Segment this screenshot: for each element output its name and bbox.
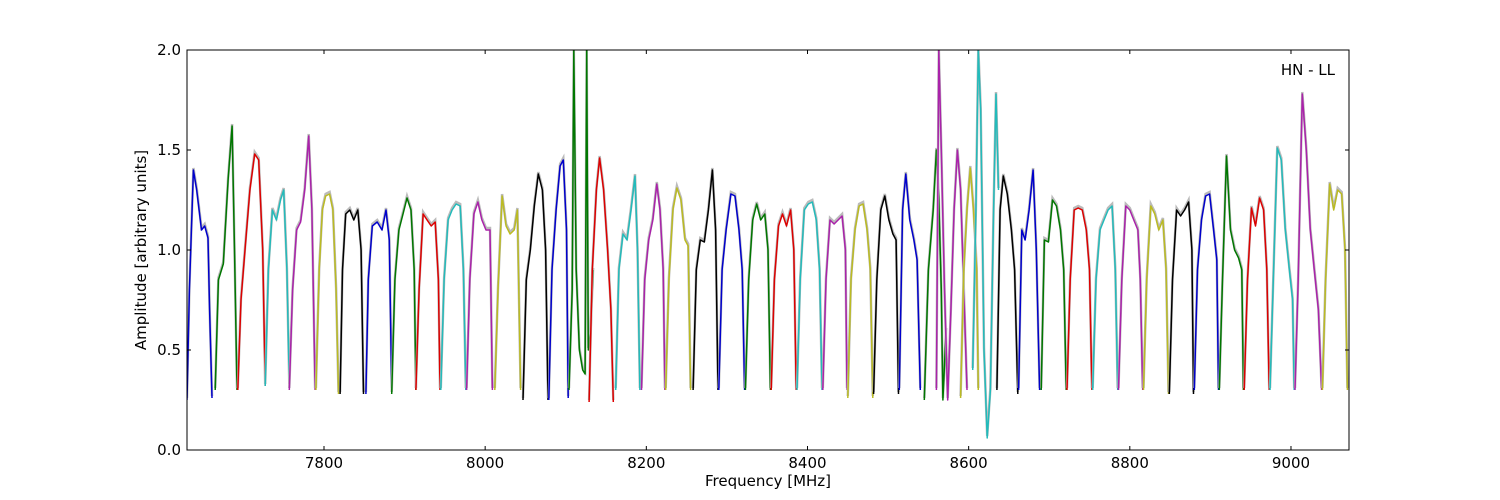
series-line-21 [718,193,746,391]
series-line-44 [1269,147,1295,391]
series-line-33 [996,175,1019,395]
x-tick-label-5: 8800 [1111,454,1149,472]
series-line-42 [1218,155,1245,391]
y-tick-label-1: 0.5 [157,341,181,359]
x-axis: 7800 8000 8200 8400 8600 8800 9000 [305,50,1310,472]
series-line-35 [1040,199,1067,391]
series-line-6 [339,209,365,395]
series-line-16 [588,157,615,403]
x-tick-label-0: 7800 [305,454,343,472]
y-tick-label-0: 0.0 [157,441,181,459]
series-line-15 [568,50,594,391]
y-tick-label-2: 1.0 [157,241,181,259]
series-line-2 [237,153,266,391]
series-line-32 [971,50,1000,439]
series-line-40 [1168,201,1195,395]
series-line-17 [614,175,641,391]
y-tick-label-4: 2.0 [157,41,181,59]
series-line-7 [365,209,393,395]
y-axis: 0.0 0.5 1.0 1.5 2.0 [157,41,1349,459]
series-layer [187,50,1349,439]
x-tick-label-4: 8600 [950,454,988,472]
series-line-9 [415,213,441,391]
series-line-13 [522,173,549,401]
series-line-41 [1193,193,1220,391]
channel-annotation: HN - LL [1281,61,1336,79]
series-line-18 [640,183,666,391]
series-line-22 [744,203,772,391]
x-tick-label-2: 8200 [627,454,665,472]
y-tick-label-3: 1.5 [157,141,181,159]
series-line-30 [935,50,968,401]
series-line-23 [770,209,797,391]
series-line-14 [548,159,569,401]
series-line-46 [1321,183,1349,391]
series-line-24 [796,201,823,391]
series-line-12 [494,195,522,391]
series-line-4 [288,135,316,391]
series-line-19 [664,187,692,391]
series-line-45 [1294,93,1323,391]
series-line-37 [1091,205,1119,391]
series-line-5 [315,193,340,395]
series-line-38 [1117,205,1144,391]
series-line-34 [1017,169,1041,391]
series-line-43 [1243,197,1270,391]
x-tick-label-1: 8000 [466,454,504,472]
series-line-20 [692,169,719,391]
series-line-11 [465,201,494,391]
series-line-26 [847,203,874,399]
series-line-1 [214,125,238,391]
x-axis-label: Frequency [MHz] [705,472,831,490]
x-tick-label-3: 8400 [788,454,826,472]
y-axis-label: Amplitude [arbitrary units] [132,150,150,350]
series-line-39 [1142,205,1170,395]
series-line-3 [264,189,291,387]
x-tick-label-6: 9000 [1272,454,1310,472]
series-line-31 [959,167,980,399]
series-line-28 [898,173,922,391]
series-line-10 [440,203,467,391]
series-line-25 [822,215,848,391]
series-line-36 [1066,207,1093,391]
series-line-27 [872,195,900,395]
series-line-8 [390,197,417,395]
